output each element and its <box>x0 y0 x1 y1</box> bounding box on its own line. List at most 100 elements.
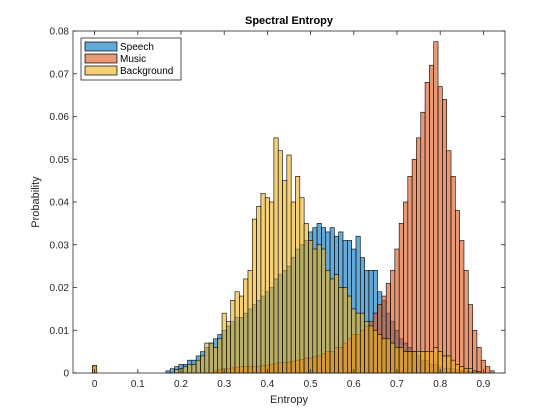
histogram-bar-background <box>251 218 257 374</box>
x-tick-label: 0.9 <box>476 379 490 390</box>
histogram-bar-background <box>256 205 262 374</box>
x-axis-label: Entropy <box>270 394 308 406</box>
histogram-bar-music <box>411 158 417 374</box>
histogram-bar-background <box>182 366 188 374</box>
histogram-bar-background <box>221 312 227 374</box>
histogram-bar-music <box>442 99 447 374</box>
histogram-bar-music <box>433 41 439 374</box>
histogram-bar-background <box>390 342 396 374</box>
histogram-bar-background <box>381 338 387 374</box>
y-tick-label: 0.01 <box>50 326 70 337</box>
histogram-bar-background <box>321 248 327 374</box>
histogram-bar-background <box>286 154 292 374</box>
legend-label-speech: Speech <box>120 42 154 53</box>
y-tick-label: 0 <box>63 369 69 380</box>
histogram-bar-background <box>398 347 404 374</box>
x-tick-label: 0.7 <box>390 379 404 390</box>
histogram-bar-background <box>187 364 193 374</box>
histogram-bar-background <box>420 351 426 374</box>
histogram-bar-music <box>476 347 482 374</box>
histogram-bar-background <box>455 364 460 374</box>
histogram-bar-background <box>450 359 456 374</box>
histogram-bar-background <box>334 274 339 374</box>
histogram-bar-music <box>459 240 465 374</box>
histogram-bar-background <box>316 244 322 374</box>
y-tick-label: 0.08 <box>50 27 70 38</box>
legend-label-music: Music <box>120 54 146 65</box>
histogram-bar-background <box>433 347 439 374</box>
y-tick-label: 0.02 <box>50 283 70 294</box>
legend-swatch-background <box>84 65 118 76</box>
histogram-bar-background <box>247 270 253 374</box>
histogram-bar-music <box>420 111 426 374</box>
y-tick-label: 0.06 <box>50 112 70 123</box>
histogram-bar-background <box>342 287 348 374</box>
histogram-bar-background <box>260 193 266 374</box>
histogram-bar-background <box>459 366 465 374</box>
histogram-bar-background <box>200 355 206 374</box>
legend-swatch-music <box>84 53 118 64</box>
histogram-bar-background <box>403 351 409 374</box>
ticks-layer: 0 0.1 0.2 0.3 0.4 0.5 0.6 0.7 0.8 0.9 0 0.01 0.02 0.0… <box>50 27 505 390</box>
histogram-bar-background <box>359 312 365 374</box>
histogram-bar-background <box>442 355 447 374</box>
legend-swatch-speech <box>84 41 118 52</box>
histogram-bar-background <box>467 368 473 374</box>
y-tick-label: 0.05 <box>50 155 70 166</box>
histogram-bar-music <box>455 210 460 374</box>
histogram-bar-background <box>282 180 288 374</box>
histogram-bar-background <box>424 351 430 374</box>
histogram-bar-music <box>416 137 422 374</box>
histogram-bar-background <box>416 351 422 374</box>
legend: Speech Music Background <box>80 37 182 81</box>
histogram-bar-background <box>243 278 249 374</box>
histogram-bar-music <box>403 201 409 374</box>
x-tick-label: 0.8 <box>433 379 447 390</box>
histogram-bar-background <box>230 300 236 374</box>
legend-label-background: Background <box>120 66 173 77</box>
histogram-bar-background <box>299 197 305 374</box>
histogram-bar-music <box>463 270 469 374</box>
histogram-bar-music <box>424 82 430 374</box>
histogram-bar-background <box>429 351 435 374</box>
histogram-bar-background <box>312 248 318 374</box>
histogram-bar-background <box>303 223 309 374</box>
histogram-bar-background <box>269 201 275 374</box>
histogram-bar-background <box>290 201 296 374</box>
histogram-bar-background <box>325 270 331 374</box>
histogram-bar-background <box>226 321 231 374</box>
y-axis-label: Probability <box>30 176 42 228</box>
chart-title: Spectral Entropy <box>245 15 334 27</box>
histogram-bar-background <box>208 342 214 374</box>
histogram-bar-background <box>213 347 219 374</box>
x-tick-label: 0.2 <box>174 379 188 390</box>
y-tick-label: 0.07 <box>50 69 70 80</box>
histogram-bar-background <box>407 351 413 374</box>
histogram-bar-background <box>338 287 344 374</box>
histogram-bar-background <box>191 364 197 374</box>
x-tick-label: 0.4 <box>260 379 274 390</box>
histogram-bar-music <box>446 150 452 374</box>
histogram-bar-background <box>368 325 374 374</box>
y-tick-label: 0.04 <box>50 198 70 209</box>
histogram-bar-background <box>204 342 210 374</box>
x-tick-label: 0.3 <box>217 379 231 390</box>
histogram-bar-background <box>364 321 370 374</box>
histogram-bar-music <box>437 86 443 374</box>
histogram-bar-background <box>355 312 361 374</box>
histogram-bar-background <box>264 197 270 374</box>
histogram-bar-music <box>485 366 491 374</box>
x-tick-label: 0.1 <box>131 379 145 390</box>
histogram-bar-music <box>467 304 473 374</box>
x-tick-label: 0 <box>92 379 98 390</box>
histogram-bar-background <box>174 369 180 374</box>
histogram-bar-background <box>329 278 335 374</box>
histogram-bar-background <box>308 240 314 374</box>
histogram-bar-background <box>347 295 352 374</box>
histogram-bar-background <box>411 351 417 374</box>
histogram-bar-music <box>429 64 435 374</box>
histogram-bar-background <box>377 334 383 374</box>
histogram-bar-background <box>277 150 283 374</box>
histogram-bar-music <box>407 176 413 374</box>
